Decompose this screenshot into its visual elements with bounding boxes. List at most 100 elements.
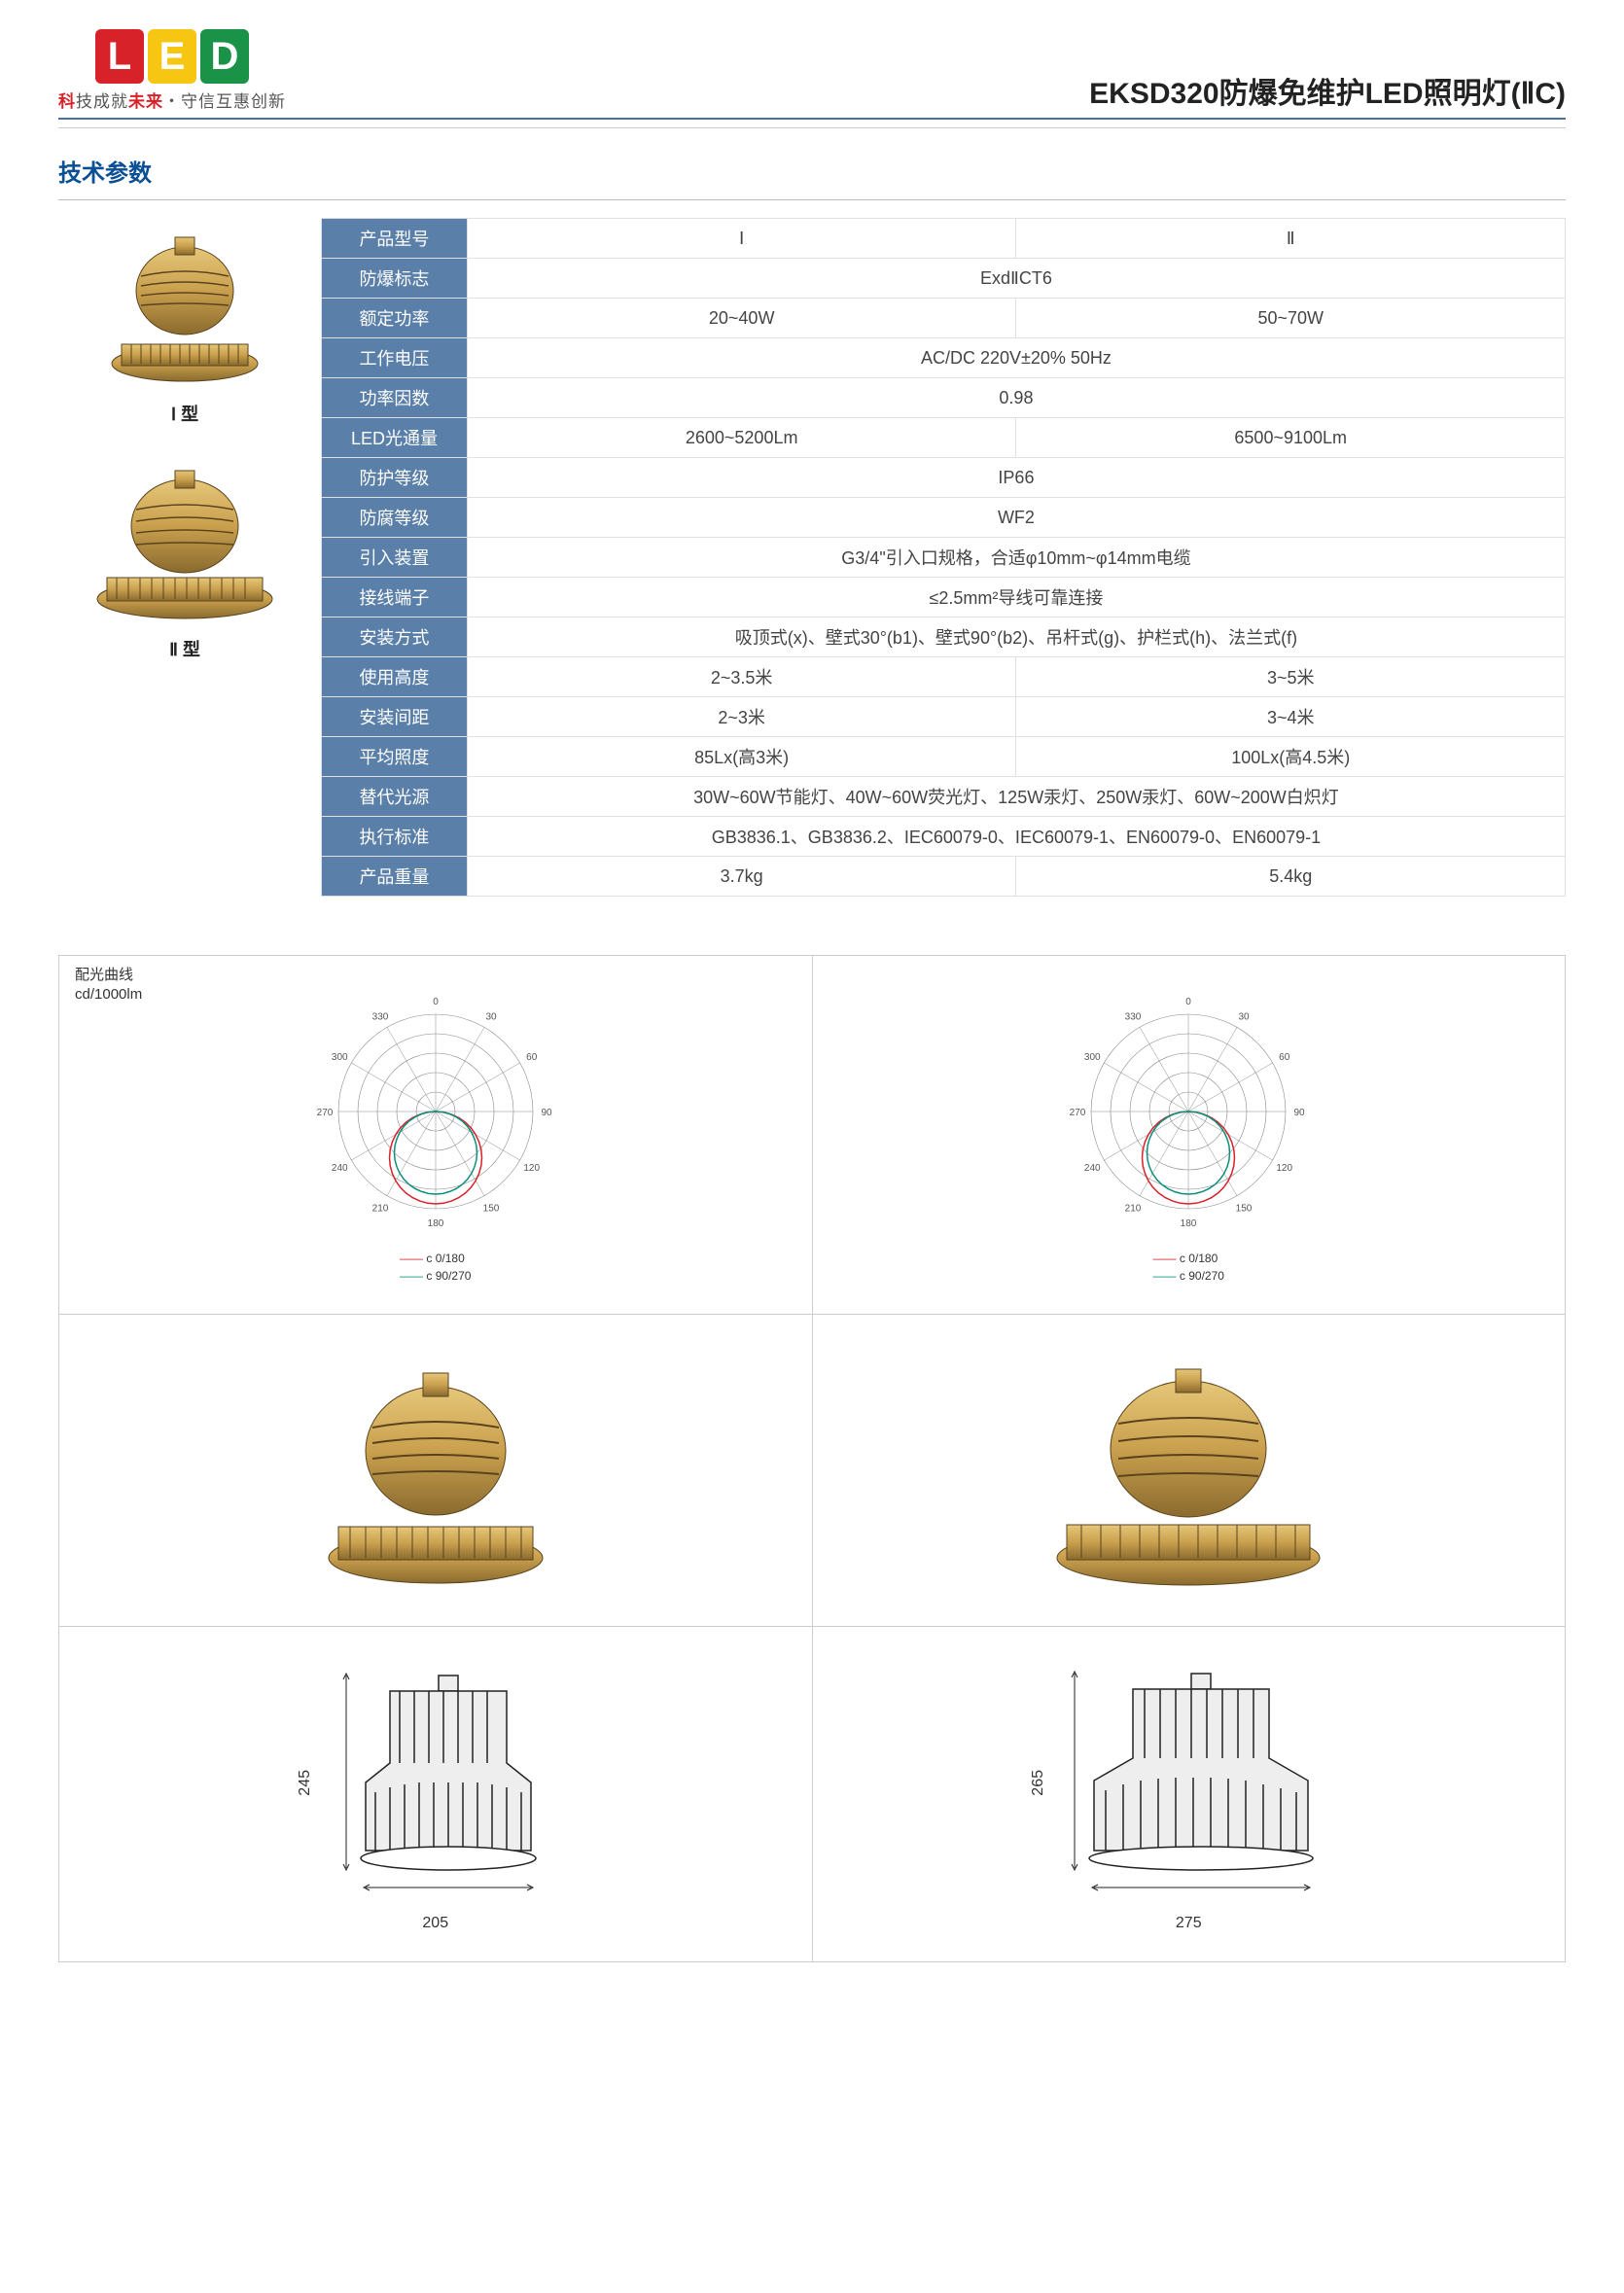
photo-cell-1 — [59, 1315, 813, 1627]
table-row: 替代光源30W~60W节能灯、40W~60W荧光灯、125W汞灯、250W汞灯、… — [322, 777, 1566, 817]
svg-text:210: 210 — [1125, 1204, 1142, 1215]
row-value: 0.98 — [467, 378, 1565, 418]
svg-text:240: 240 — [1084, 1163, 1101, 1174]
photo-cell-2 — [813, 1315, 1567, 1627]
logo-led: L E D — [95, 29, 249, 84]
row-value: 吸顶式(x)、壁式30°(b1)、壁式90°(b2)、吊杆式(g)、护栏式(h)… — [467, 617, 1565, 657]
row-value-1: 2600~5200Lm — [467, 418, 1016, 458]
svg-text:90: 90 — [1294, 1108, 1306, 1118]
table-row: 执行标准GB3836.1、GB3836.2、IEC60079-0、IEC6007… — [322, 817, 1566, 857]
page-title: EKSD320防爆免维护LED照明灯(ⅡC) — [1089, 69, 1566, 112]
polar-cell-1: 配光曲线 cd/1000lm 0306090120150180210240270… — [59, 956, 813, 1315]
logo-letter-l: L — [95, 29, 144, 84]
table-header-row: 产品型号 Ⅰ Ⅱ — [322, 219, 1566, 259]
svg-text:120: 120 — [1277, 1163, 1293, 1174]
svg-text:180: 180 — [1181, 1218, 1197, 1229]
svg-text:330: 330 — [1125, 1011, 1142, 1022]
svg-text:240: 240 — [332, 1163, 348, 1174]
table-row: 使用高度2~3.5米3~5米 — [322, 657, 1566, 697]
dim-height-2: 265 — [1030, 1770, 1047, 1796]
table-row: 防护等级IP66 — [322, 458, 1566, 498]
row-label: 安装间距 — [322, 697, 468, 737]
table-row: 额定功率20~40W50~70W — [322, 299, 1566, 338]
row-label: 引入装置 — [322, 538, 468, 578]
row-value-2: 50~70W — [1016, 299, 1566, 338]
svg-text:300: 300 — [1084, 1052, 1101, 1063]
row-value-2: 6500~9100Lm — [1016, 418, 1566, 458]
dim-height-1: 245 — [297, 1770, 314, 1796]
svg-text:30: 30 — [1239, 1011, 1251, 1022]
product-photo-2 — [1023, 1344, 1354, 1597]
row-label: 安装方式 — [322, 617, 468, 657]
svg-text:0: 0 — [433, 997, 439, 1007]
svg-text:270: 270 — [316, 1108, 333, 1118]
dimension-cell-2: 265 275 — [813, 1627, 1567, 1962]
table-row: 产品重量3.7kg5.4kg — [322, 857, 1566, 897]
product-photo-1 — [290, 1344, 582, 1597]
row-value: G3/4"引入口规格，合适φ10mm~φ14mm电缆 — [467, 538, 1565, 578]
row-value-2: 100Lx(高4.5米) — [1016, 737, 1566, 777]
svg-text:150: 150 — [1236, 1204, 1253, 1215]
table-row: 防爆标志ExdⅡCT6 — [322, 259, 1566, 299]
row-value-2: 3~5米 — [1016, 657, 1566, 697]
svg-text:150: 150 — [482, 1204, 499, 1215]
row-label: LED光通量 — [322, 418, 468, 458]
table-row: 引入装置G3/4"引入口规格，合适φ10mm~φ14mm电缆 — [322, 538, 1566, 578]
logo-tagline: 科技成就未来・守信互惠创新 — [58, 88, 286, 112]
row-label: 防腐等级 — [322, 498, 468, 538]
dimension-cell-1: 245 205 — [59, 1627, 813, 1962]
row-label: 使用高度 — [322, 657, 468, 697]
row-label: 防护等级 — [322, 458, 468, 498]
svg-text:60: 60 — [526, 1052, 538, 1063]
row-value: ExdⅡCT6 — [467, 259, 1565, 299]
row-label: 额定功率 — [322, 299, 468, 338]
dimension-drawing-1 — [322, 1656, 575, 1909]
header-col1: Ⅰ — [467, 219, 1016, 259]
row-value-1: 3.7kg — [467, 857, 1016, 897]
svg-text:210: 210 — [371, 1204, 388, 1215]
table-row: 接线端子≤2.5mm²导线可靠连接 — [322, 578, 1566, 617]
svg-text:330: 330 — [371, 1011, 388, 1022]
row-value: AC/DC 220V±20% 50Hz — [467, 338, 1565, 378]
header-label: 产品型号 — [322, 219, 468, 259]
svg-text:270: 270 — [1070, 1108, 1086, 1118]
row-value: WF2 — [467, 498, 1565, 538]
dim-width-2: 275 — [1176, 1915, 1202, 1932]
dim-width-1: 205 — [422, 1915, 448, 1932]
row-value: ≤2.5mm²导线可靠连接 — [467, 578, 1565, 617]
row-label: 替代光源 — [322, 777, 468, 817]
row-value: GB3836.1、GB3836.2、IEC60079-0、IEC60079-1、… — [467, 817, 1565, 857]
row-label: 产品重量 — [322, 857, 468, 897]
table-row: 安装间距2~3米3~4米 — [322, 697, 1566, 737]
spec-area: Ⅰ 型 Ⅱ 型 产品型号 Ⅰ Ⅱ — [58, 218, 1566, 897]
table-row: 防腐等级WF2 — [322, 498, 1566, 538]
side-label-type2: Ⅱ 型 — [169, 636, 200, 661]
polar-cell-2: 0306090120150180210240270300330 —— c 0/1… — [813, 956, 1567, 1315]
row-value-1: 85Lx(高3米) — [467, 737, 1016, 777]
page-header: L E D 科技成就未来・守信互惠创新 EKSD320防爆免维护LED照明灯(Ⅱ… — [58, 29, 1566, 120]
logo-block: L E D 科技成就未来・守信互惠创新 — [58, 29, 286, 112]
dimension-drawing-2 — [1055, 1656, 1347, 1909]
table-row: 安装方式吸顶式(x)、壁式30°(b1)、壁式90°(b2)、吊杆式(g)、护栏… — [322, 617, 1566, 657]
row-label: 工作电压 — [322, 338, 468, 378]
row-label: 平均照度 — [322, 737, 468, 777]
spec-table: 产品型号 Ⅰ Ⅱ 防爆标志ExdⅡCT6额定功率20~40W50~70W工作电压… — [321, 218, 1566, 897]
side-label-type1: Ⅰ 型 — [171, 401, 198, 426]
row-label: 防爆标志 — [322, 259, 468, 299]
svg-text:60: 60 — [1279, 1052, 1290, 1063]
logo-letter-d: D — [200, 29, 249, 84]
row-value: IP66 — [467, 458, 1565, 498]
row-value-1: 2~3.5米 — [467, 657, 1016, 697]
header-divider — [58, 127, 1566, 128]
table-row: 功率因数0.98 — [322, 378, 1566, 418]
row-value-1: 20~40W — [467, 299, 1016, 338]
table-row: 平均照度85Lx(高3米)100Lx(高4.5米) — [322, 737, 1566, 777]
section-underline — [58, 199, 1566, 200]
svg-text:300: 300 — [332, 1052, 348, 1063]
light-grid: 配光曲线 cd/1000lm 0 30 60 90 120 150 180 210 240 270… — [58, 956, 1566, 1962]
polar-caption: 配光曲线 cd/1000lm — [75, 966, 142, 1004]
logo-letter-e: E — [148, 29, 196, 84]
svg-text:0: 0 — [1185, 997, 1191, 1007]
row-label: 执行标准 — [322, 817, 468, 857]
row-value-1: 2~3米 — [467, 697, 1016, 737]
